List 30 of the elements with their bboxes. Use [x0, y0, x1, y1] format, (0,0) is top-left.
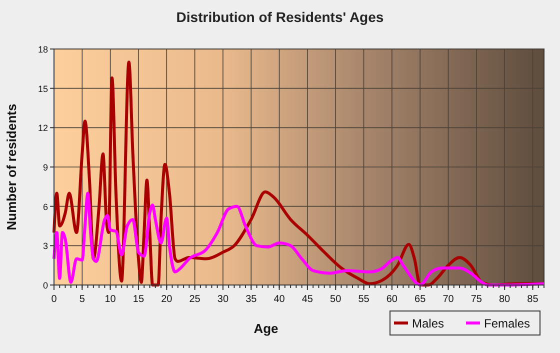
x-tick-label: 35	[246, 294, 258, 305]
x-tick-label: 80	[499, 294, 511, 305]
y-tick-label: 3	[42, 241, 48, 252]
y-tick-label: 0	[42, 280, 48, 290]
x-tick-label: 55	[358, 294, 370, 305]
y-tick-label: 18	[38, 44, 48, 54]
x-axis-title: Age	[254, 321, 278, 336]
x-tick-label: 15	[132, 294, 144, 305]
x-tick-label: 50	[330, 294, 342, 305]
x-tick-label: 30	[217, 294, 229, 305]
y-tick-label: 12	[38, 123, 48, 134]
x-tick-label: 10	[104, 294, 116, 305]
legend-label: Males	[412, 316, 444, 330]
x-tick-label: 25	[189, 294, 201, 305]
x-tick-label: 65	[414, 294, 426, 305]
x-tick-label: 20	[161, 294, 173, 305]
y-tick-label: 15	[38, 84, 48, 94]
x-tick-label: 60	[386, 294, 398, 305]
x-tick-label: 5	[79, 294, 86, 305]
chart-title: Distribution of Residents' Ages	[176, 9, 384, 25]
x-tick-label: 75	[470, 294, 482, 305]
x-tick-label: 0	[51, 294, 58, 305]
y-tick-label: 6	[42, 202, 48, 212]
legend-label: Females	[484, 316, 530, 330]
y-axis-title: Number of residents	[4, 104, 19, 230]
x-tick-label: 85	[527, 294, 539, 305]
x-tick-label: 70	[442, 294, 454, 305]
x-tick-label: 45	[302, 294, 314, 305]
y-tick-label: 9	[42, 162, 48, 172]
x-tick-label: 40	[274, 294, 286, 305]
